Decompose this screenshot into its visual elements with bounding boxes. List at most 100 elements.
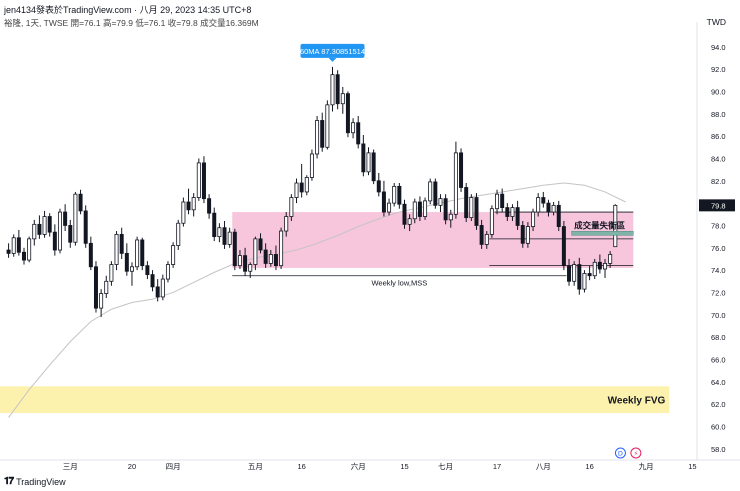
candle-body xyxy=(340,93,345,105)
ma-label-box xyxy=(300,43,365,58)
candle-body xyxy=(335,74,340,105)
candle-body xyxy=(222,227,227,245)
x-tick-label: 17 xyxy=(493,462,501,471)
candle-body xyxy=(613,204,618,248)
candle-body xyxy=(16,237,21,253)
candle-body xyxy=(232,231,237,267)
last-price-tag xyxy=(699,199,735,212)
candle-body xyxy=(541,197,546,204)
candle-body xyxy=(608,254,613,264)
candle-body xyxy=(279,230,284,267)
x-tick-label: 15 xyxy=(400,462,408,471)
candle-body xyxy=(356,122,361,145)
candle-body xyxy=(325,104,330,148)
candle-body xyxy=(546,202,551,213)
weekly-low-label: Weekly low,MSS xyxy=(371,279,427,288)
candle-body xyxy=(273,254,278,267)
imbalance-zone-label: 成交量失衡區 xyxy=(574,220,626,230)
x-tick-label: 16 xyxy=(297,462,305,471)
currency-label: TWD xyxy=(706,17,726,27)
candle-body xyxy=(361,143,366,173)
candle-body xyxy=(289,197,294,217)
candle-body xyxy=(572,264,577,282)
candle-body xyxy=(525,226,530,244)
candle-body xyxy=(597,261,602,270)
candle-body xyxy=(258,238,263,251)
candle-body xyxy=(212,212,217,238)
candle-body xyxy=(32,223,37,240)
candle-body xyxy=(417,201,422,217)
candle-body xyxy=(165,264,170,280)
candle-body xyxy=(186,201,191,211)
candle-body xyxy=(510,207,515,217)
candle-body xyxy=(191,197,196,211)
x-tick-label: 六月 xyxy=(351,461,366,471)
candle-body xyxy=(135,239,140,268)
candle-body xyxy=(567,265,572,282)
candle-body xyxy=(500,193,505,208)
candle-body xyxy=(474,197,479,226)
candle-body xyxy=(129,266,134,272)
candle-body xyxy=(592,261,597,277)
candle-body xyxy=(284,216,289,232)
y-tick-label: 66.0 xyxy=(711,355,726,364)
candle-body xyxy=(22,251,26,261)
candle-body xyxy=(145,265,150,275)
supply-zone xyxy=(232,212,634,268)
candle-body xyxy=(407,218,412,225)
candle-body xyxy=(201,162,206,200)
candle-body xyxy=(104,280,109,294)
candle-body xyxy=(381,191,386,213)
candle-body xyxy=(99,293,104,309)
candle-body xyxy=(253,238,258,265)
x-tick-label: 九月 xyxy=(639,462,654,471)
x-tick-label: 20 xyxy=(128,462,136,471)
candle-body xyxy=(551,204,556,213)
ma-label-pointer xyxy=(328,57,337,62)
candle-body xyxy=(345,93,350,134)
candle-body xyxy=(181,201,186,224)
candle-body xyxy=(453,152,458,215)
candle-body xyxy=(428,181,433,202)
candle-body xyxy=(124,252,129,272)
y-tick-label: 82.0 xyxy=(711,177,726,186)
y-tick-label: 70.0 xyxy=(711,311,726,320)
y-tick-label: 78.0 xyxy=(711,221,726,230)
tv-logo-icon: 𝟏𝟕 xyxy=(4,476,14,487)
candle-body xyxy=(263,249,268,264)
candle-body xyxy=(479,225,484,245)
candle-body xyxy=(52,231,57,251)
y-tick-label: 76.0 xyxy=(711,244,726,253)
candle-body xyxy=(150,274,155,288)
candle-body xyxy=(464,187,469,219)
candle-body xyxy=(114,233,119,265)
candle-body xyxy=(68,225,73,243)
candle-body xyxy=(227,231,232,245)
candle-body xyxy=(88,242,93,268)
candle-body xyxy=(83,210,88,244)
tradingview-brand[interactable]: 𝟏𝟕 TradingView xyxy=(4,476,66,487)
candle-body xyxy=(315,120,320,155)
event-badge-text: ⚡ xyxy=(634,450,639,458)
candle-body xyxy=(531,211,536,227)
x-tick-label: 三月 xyxy=(63,462,78,471)
candle-body xyxy=(109,264,114,282)
imbalance-marker-bar xyxy=(571,231,634,236)
candle-body xyxy=(392,185,397,204)
candle-body xyxy=(196,162,201,198)
candle-body xyxy=(73,193,78,243)
y-tick-label: 86.0 xyxy=(711,132,726,141)
x-tick-label: 四月 xyxy=(166,462,181,471)
candle-body xyxy=(366,152,371,173)
candle-body xyxy=(577,264,582,290)
candle-body xyxy=(243,255,248,272)
candle-body xyxy=(371,152,376,182)
ma-label-text: 60MA 87.30851514 xyxy=(300,47,365,56)
candle-body xyxy=(536,197,541,213)
candle-body xyxy=(63,211,68,226)
candle-body xyxy=(448,213,453,221)
candle-body xyxy=(299,182,304,193)
candle-body xyxy=(268,254,273,264)
publish-info: jen4134發表於TradingView.com · 八月 29, 2023 … xyxy=(4,5,252,15)
